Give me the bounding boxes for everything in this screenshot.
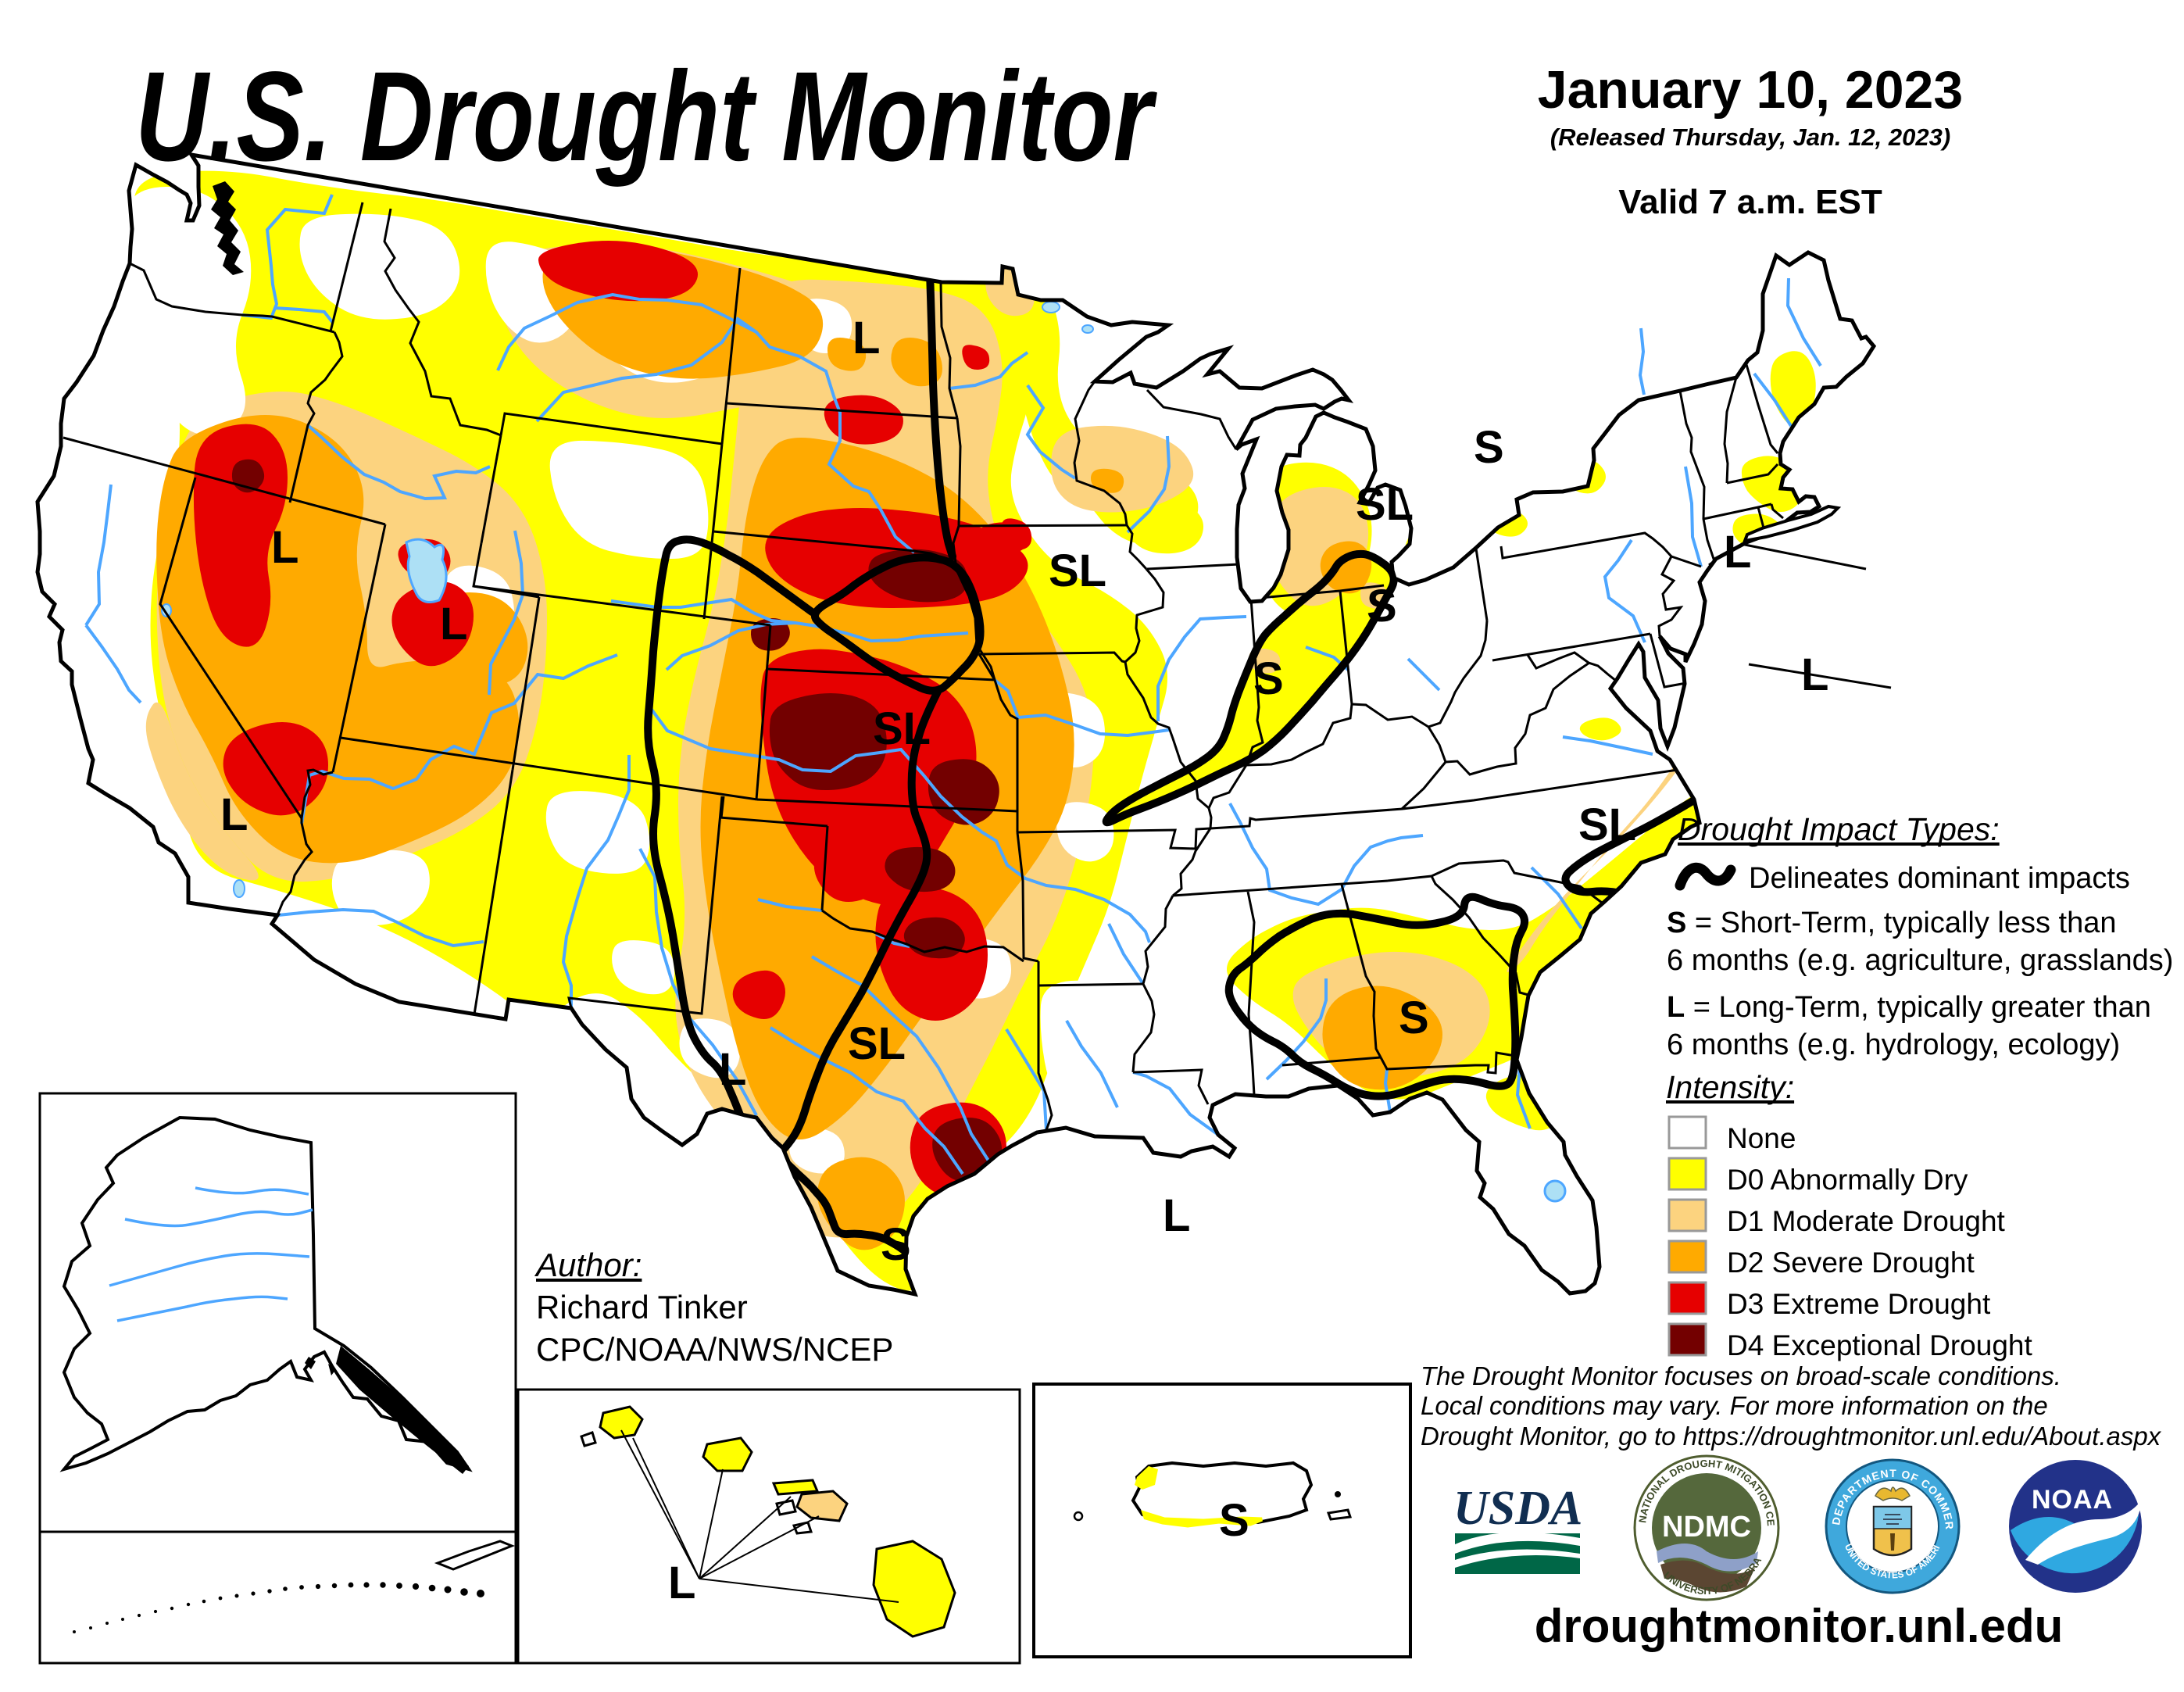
svg-text:S: S <box>1474 422 1504 473</box>
svg-text:SL: SL <box>848 1018 906 1069</box>
svg-text:L: L <box>719 1044 746 1095</box>
svg-text:S: S <box>1399 993 1429 1043</box>
svg-text:L: L <box>220 789 248 840</box>
svg-text:L: L <box>853 313 880 363</box>
svg-text:SL: SL <box>873 703 931 754</box>
svg-text:L: L <box>668 1558 695 1608</box>
svg-text:S: S <box>1367 581 1397 631</box>
svg-text:L: L <box>271 522 298 573</box>
svg-text:NOAA: NOAA <box>2032 1485 2113 1515</box>
svg-text:SL: SL <box>1356 479 1414 530</box>
svg-text:L: L <box>1163 1190 1190 1241</box>
svg-text:NDMC: NDMC <box>1662 1511 1751 1544</box>
svg-text:S: S <box>1253 653 1284 704</box>
svg-text:SL: SL <box>1049 546 1106 596</box>
svg-text:L: L <box>1724 527 1751 578</box>
svg-text:S: S <box>881 1219 911 1270</box>
svg-text:L: L <box>440 599 467 649</box>
svg-text:USDA: USDA <box>1453 1482 1582 1535</box>
svg-text:SL: SL <box>1578 799 1636 850</box>
svg-text:L: L <box>1801 649 1828 700</box>
svg-text:S: S <box>1219 1495 1249 1546</box>
